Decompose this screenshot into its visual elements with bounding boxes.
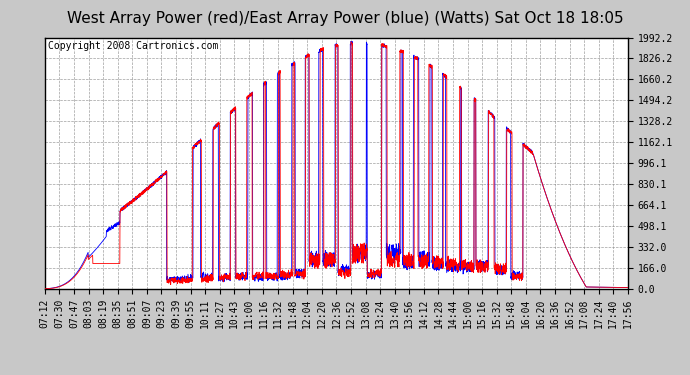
Text: West Array Power (red)/East Array Power (blue) (Watts) Sat Oct 18 18:05: West Array Power (red)/East Array Power … bbox=[67, 11, 623, 26]
Text: Copyright 2008 Cartronics.com: Copyright 2008 Cartronics.com bbox=[48, 41, 218, 51]
